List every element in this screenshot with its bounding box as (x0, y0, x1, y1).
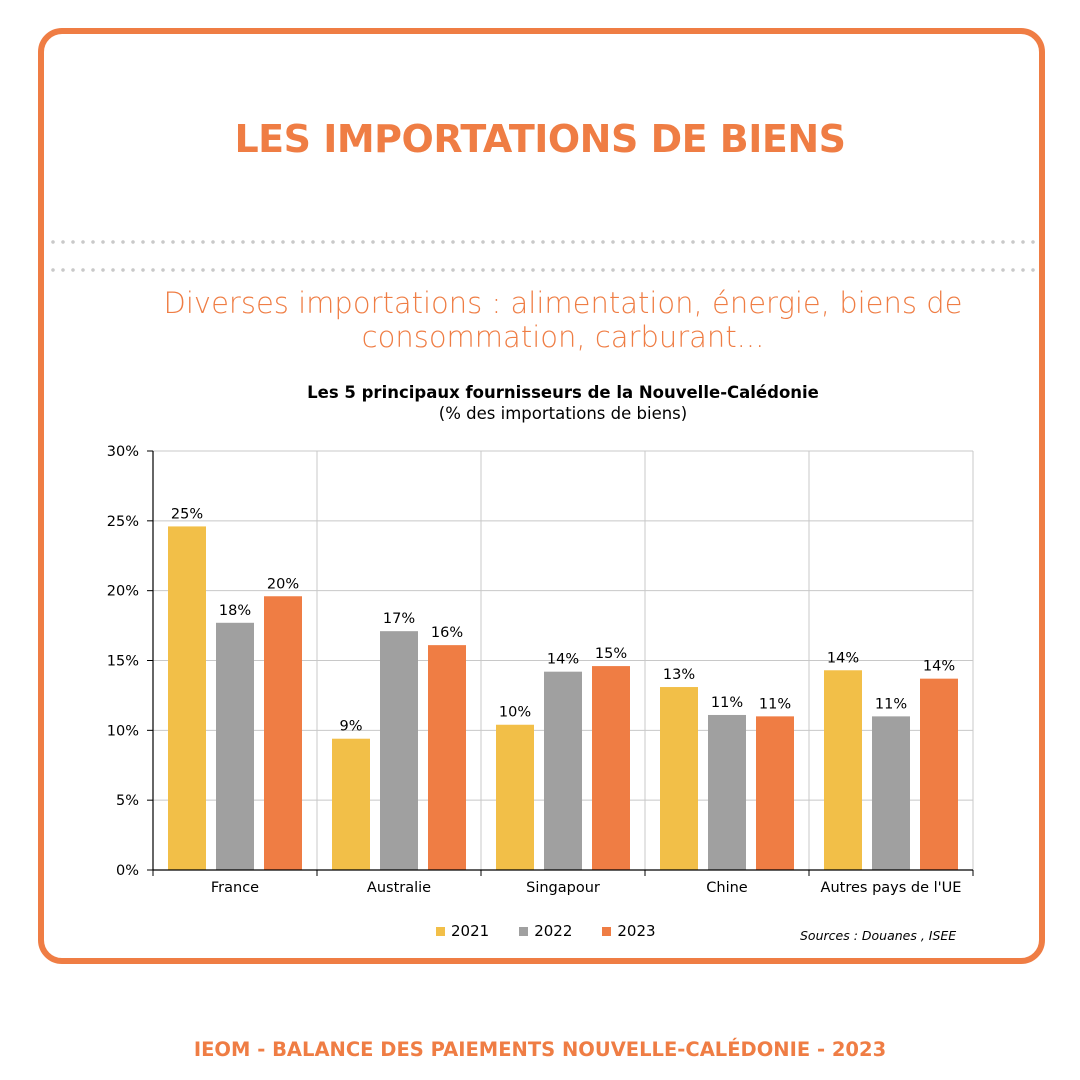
legend-swatch-2023 (602, 926, 612, 936)
bar-2022-2 (544, 671, 582, 870)
data-label-2022-2: 14% (547, 652, 579, 668)
legend-label-2021: 2021 (451, 922, 490, 940)
legend-item-2021: 2021 (436, 922, 489, 940)
data-label-2021-4: 14% (827, 650, 859, 666)
subtitle-line-1: Diverses importations : alimentation, én… (163, 286, 963, 320)
legend-label-2022: 2022 (534, 922, 573, 940)
legend-swatch-2021 (436, 926, 445, 936)
y-tick-label-2: 10% (107, 723, 139, 739)
bar-2022-4 (872, 716, 910, 870)
data-label-2022-0: 18% (219, 603, 251, 619)
data-label-2022-1: 17% (383, 611, 415, 627)
bar-2023-3 (756, 716, 794, 870)
y-tick-label-5: 25% (107, 514, 139, 530)
bar-2022-3 (708, 714, 746, 870)
page-title: LES IMPORTATIONS DE BIENS (234, 117, 846, 161)
card-frame (38, 28, 1045, 964)
dotted-divider-bottom (48, 266, 1036, 274)
bar-2022-0 (216, 622, 254, 870)
x-tick-label-2: Singapour (526, 880, 600, 896)
bar-2023-1 (428, 645, 466, 870)
subtitle-line-2: consommation, carburant... (361, 320, 765, 354)
y-tick-label-3: 15% (107, 654, 139, 670)
bar-2021-0 (168, 526, 206, 870)
chart-legend: 2021 2022 2023 (436, 922, 656, 940)
data-label-2023-1: 16% (431, 625, 463, 641)
data-label-2022-4: 11% (875, 696, 907, 712)
data-label-2021-1: 9% (339, 719, 362, 735)
legend-item-2022: 2022 (519, 922, 572, 940)
data-label-2023-0: 20% (267, 576, 299, 592)
y-tick-label-4: 20% (107, 584, 139, 600)
page-subtitle: Diverses importations : alimentation, én… (0, 286, 1080, 354)
bar-2021-3 (660, 687, 698, 870)
x-tick-label-4: Autres pays de l'UE (821, 880, 962, 896)
y-tick-label-6: 30% (107, 444, 139, 460)
data-label-2023-2: 15% (595, 646, 627, 662)
x-tick-label-0: France (211, 880, 259, 896)
x-tick-label-3: Chine (706, 880, 748, 896)
data-label-2021-2: 10% (499, 705, 531, 721)
data-label-2021-0: 25% (171, 506, 203, 522)
legend-swatch-2022 (519, 926, 529, 936)
chart-source: Sources : Douanes , ISEE (800, 928, 957, 943)
chart-title: Les 5 principaux fournisseurs de la Nouv… (307, 383, 819, 402)
chart-heading: Les 5 principaux fournisseurs de la Nouv… (0, 383, 1080, 423)
legend-item-2023: 2023 (602, 922, 656, 940)
y-tick-label-0: 0% (116, 863, 139, 879)
x-tick-label-1: Australie (367, 880, 431, 896)
data-label-2022-3: 11% (711, 695, 743, 711)
bar-2021-4 (824, 670, 862, 870)
legend-label-2023: 2023 (617, 922, 656, 940)
y-tick-label-1: 5% (116, 793, 139, 809)
data-label-2023-4: 14% (923, 659, 955, 675)
bar-2021-2 (496, 724, 534, 870)
data-label-2023-3: 11% (759, 696, 791, 712)
bar-2023-4 (920, 678, 958, 870)
bar-2023-0 (264, 596, 302, 870)
bar-2021-1 (332, 738, 370, 870)
page-footer: IEOM - BALANCE DES PAIEMENTS NOUVELLE-CA… (193, 1038, 887, 1061)
data-label-2021-3: 13% (663, 667, 695, 683)
bar-2023-2 (592, 666, 630, 870)
bar-2022-1 (380, 631, 418, 870)
dotted-divider-top (48, 238, 1036, 246)
chart-subtitle: (% des importations de biens) (438, 404, 688, 423)
